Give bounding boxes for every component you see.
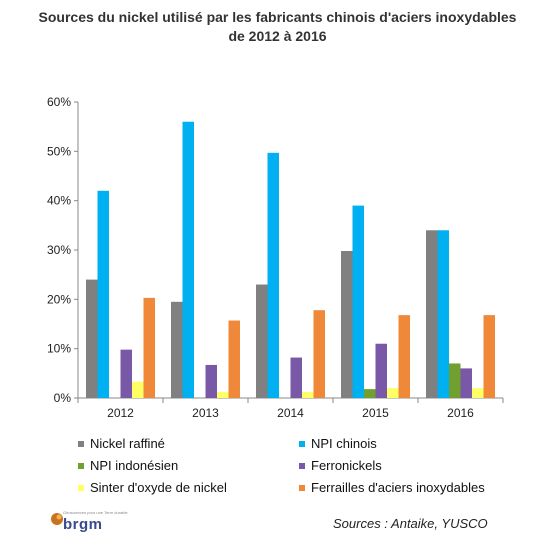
legend-item: Ferronickels: [299, 458, 382, 473]
legend-label: Sinter d'oxyde de nickel: [90, 480, 227, 495]
legend-label: Ferronickels: [311, 458, 382, 473]
x-tick-label: 2013: [192, 406, 219, 420]
bar: [205, 364, 217, 398]
x-tick-label: 2015: [362, 406, 389, 420]
legend-label: NPI chinois: [311, 436, 377, 451]
y-tick-label: 20%: [47, 292, 71, 306]
y-tick-label: 40%: [47, 194, 71, 208]
legend-item: NPI chinois: [299, 436, 377, 451]
chart-title: Sources du nickel utilisé par les fabric…: [0, 8, 555, 46]
bar: [387, 388, 399, 398]
legend-item: Sinter d'oxyde de nickel: [78, 480, 227, 495]
bar: [120, 349, 132, 398]
y-tick-label: 60%: [47, 95, 71, 109]
bar: [426, 230, 438, 398]
bar: [313, 310, 325, 398]
bar: [182, 121, 194, 398]
legend-swatch: [78, 484, 84, 491]
bar: [228, 320, 240, 398]
bar: [460, 368, 472, 398]
bar: [437, 230, 449, 398]
bar: [143, 297, 155, 398]
x-tick-label: 2014: [277, 406, 304, 420]
legend-swatch: [299, 462, 305, 469]
source-note: Sources : Antaike, YUSCO: [333, 516, 488, 531]
bar: [398, 315, 410, 398]
legend-swatch: [299, 484, 305, 491]
legend-label: Ferrailles d'aciers inoxydables: [311, 480, 485, 495]
bar: [449, 363, 461, 398]
bar: [290, 357, 302, 398]
chart-title-line2: de 2012 à 2016: [228, 28, 327, 44]
chart-title-line1: Sources du nickel utilisé par les fabric…: [38, 9, 517, 25]
bar: [171, 301, 183, 398]
legend-item: NPI indonésien: [78, 458, 178, 473]
y-tick-label: 50%: [47, 144, 71, 158]
bar: [97, 190, 109, 398]
bar: [302, 392, 314, 398]
bar: [483, 315, 495, 398]
bar: [267, 152, 279, 398]
brgm-logo-icon: [51, 513, 63, 525]
bar: [217, 392, 229, 398]
bar: [341, 250, 353, 398]
bar: [364, 389, 376, 398]
x-tick-label: 2012: [107, 406, 134, 420]
y-tick-label: 30%: [47, 243, 71, 257]
legend-label: NPI indonésien: [90, 458, 179, 473]
x-tick-label: 2016: [447, 406, 474, 420]
legend-item: Ferrailles d'aciers inoxydables: [299, 480, 485, 495]
brgm-logo: Géosciences pour une Terre durable brgm: [50, 508, 128, 534]
legend-swatch: [78, 440, 84, 447]
legend-swatch: [299, 440, 305, 447]
y-tick-label: 10%: [47, 342, 71, 356]
logo-text: brgm: [63, 516, 103, 533]
legend-label: Nickel raffiné: [90, 436, 165, 451]
bar: [132, 381, 144, 398]
legend-swatch: [78, 462, 84, 469]
bar: [256, 284, 268, 398]
bar: [352, 205, 364, 398]
bar: [375, 343, 387, 398]
logo-tagline: Géosciences pour une Terre durable: [63, 510, 128, 515]
bar: [86, 279, 98, 398]
y-tick-label: 0%: [54, 391, 72, 405]
legend-item: Nickel raffiné: [78, 436, 165, 451]
bar: [472, 388, 484, 398]
